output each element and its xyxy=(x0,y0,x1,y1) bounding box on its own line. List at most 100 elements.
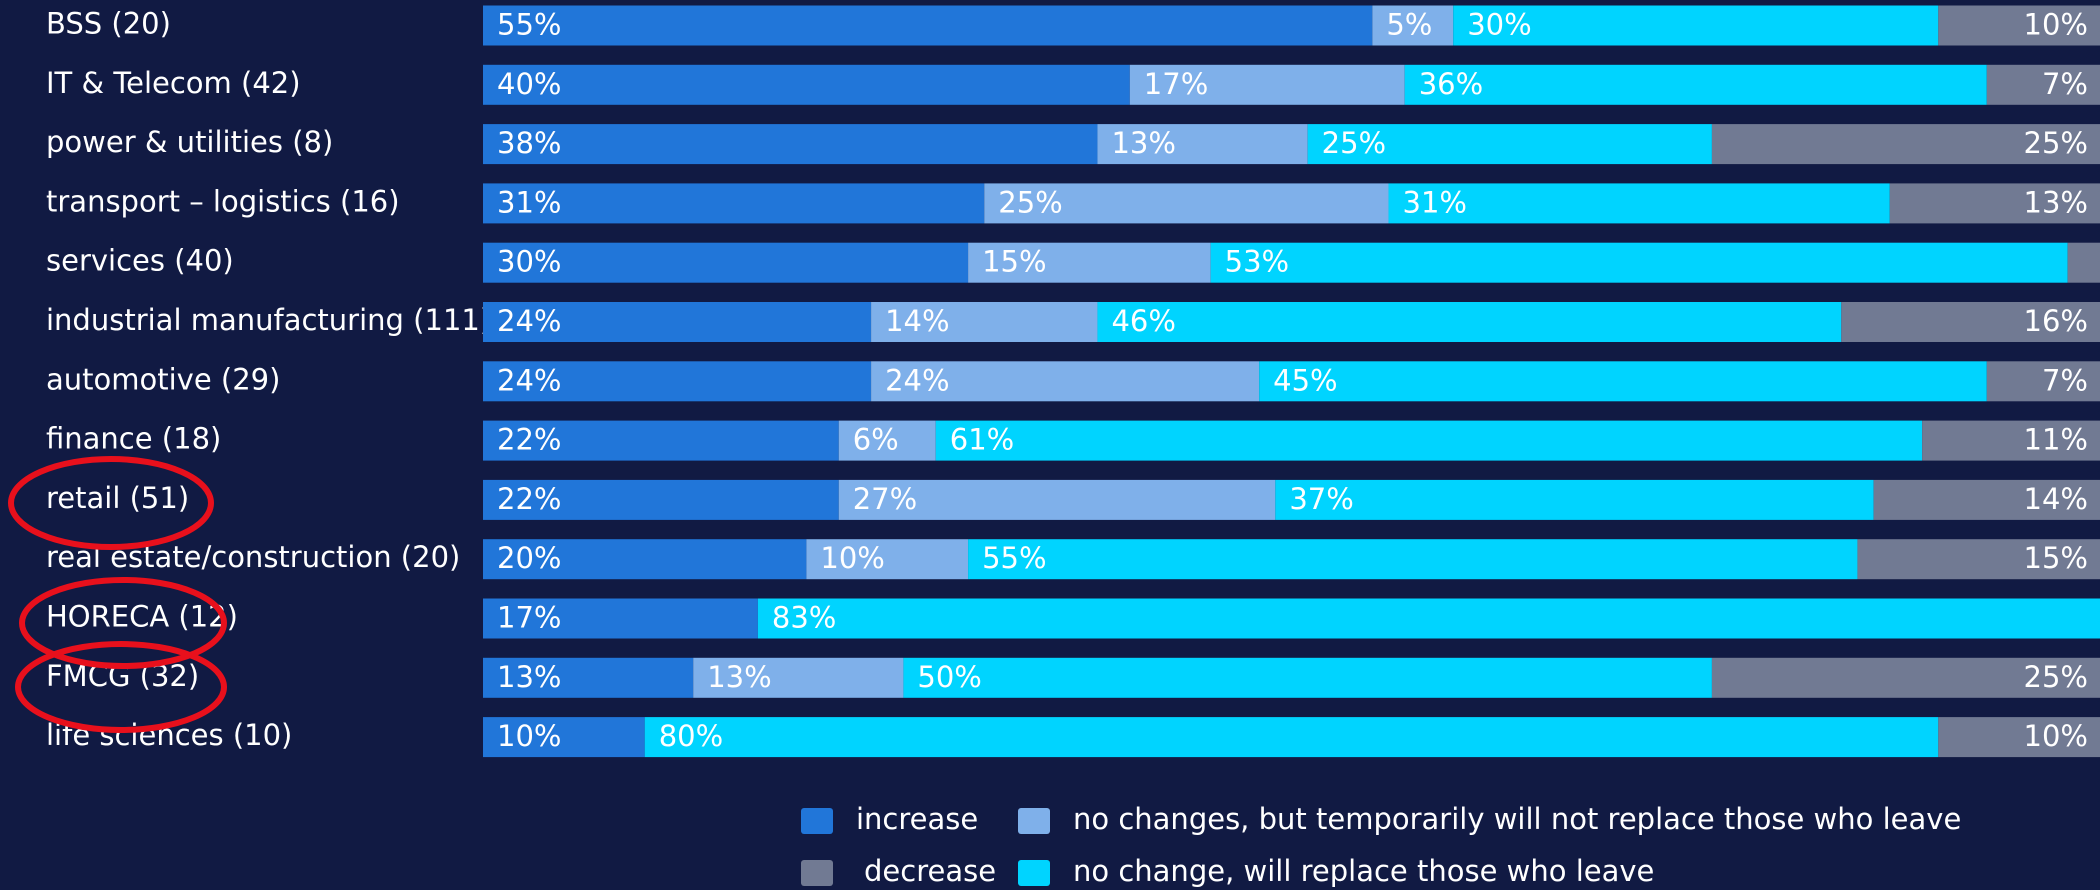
bars: BSS (20) 55% 5% 30% 10% IT & Telecom (42) 40% 1… xyxy=(46,5,2100,888)
bar-segment xyxy=(1372,5,1454,46)
category-label: retail (51) xyxy=(46,481,189,515)
bar-segment xyxy=(903,657,1712,698)
highlight-circle xyxy=(8,456,214,550)
bar-segment xyxy=(871,302,1098,342)
value-label: 22% xyxy=(497,482,561,516)
value-label: 53% xyxy=(1225,245,1289,279)
legend-swatch xyxy=(1018,860,1050,886)
value-label: 31% xyxy=(497,185,561,219)
bar-segment xyxy=(483,420,839,461)
value-label: 7% xyxy=(2042,363,2088,397)
bar-segment xyxy=(1210,242,2068,283)
bar-segment xyxy=(757,598,2100,639)
bar-segment xyxy=(644,717,1939,758)
bar-segment xyxy=(483,64,1130,105)
highlight-circle xyxy=(15,641,227,733)
bar-segment xyxy=(483,183,985,224)
bar-segment xyxy=(1275,479,1874,520)
value-label: 30% xyxy=(1467,8,1531,42)
bar-segment xyxy=(935,420,1923,461)
bar-segment xyxy=(1986,64,2100,105)
value-label: 20% xyxy=(497,541,561,575)
category-label: IT & Telecom (42) xyxy=(46,66,301,100)
legend-swatch xyxy=(1018,808,1050,834)
bar-segment xyxy=(1841,302,2100,342)
category-label: finance (18) xyxy=(46,422,221,456)
category-label: automotive (29) xyxy=(46,362,280,396)
value-label: 11% xyxy=(2024,423,2088,457)
bar-segment xyxy=(1711,657,2100,698)
value-label: 13% xyxy=(497,660,561,694)
bar-segment xyxy=(483,479,839,520)
value-label: 24% xyxy=(497,363,561,397)
legend-label: no change, will replace those who leave xyxy=(1073,854,1654,888)
bar-segment xyxy=(968,242,1211,283)
value-label: 15% xyxy=(982,245,1046,279)
bar-segment xyxy=(1388,183,1890,224)
category-label: power & utilities (8) xyxy=(46,125,333,159)
value-label: 25% xyxy=(2024,660,2088,694)
value-label: 30% xyxy=(497,245,561,279)
legend-swatch xyxy=(801,860,833,886)
category-label: industrial manufacturing (111) xyxy=(46,303,491,337)
value-label: 13% xyxy=(1111,126,1175,160)
bar-segment xyxy=(1259,361,1987,402)
value-label: 17% xyxy=(1144,67,1208,101)
bar-segment xyxy=(1097,124,1308,165)
bar-segment xyxy=(483,361,872,402)
value-label: 24% xyxy=(885,363,949,397)
value-label: 37% xyxy=(1289,482,1353,516)
value-label: 38% xyxy=(497,126,561,160)
bar-segment xyxy=(693,657,904,698)
bar-segment xyxy=(483,717,645,758)
category-label: transport – logistics (16) xyxy=(46,184,400,218)
category-label: services (40) xyxy=(46,244,234,278)
value-label: 15% xyxy=(2024,541,2088,575)
bar-segment xyxy=(1097,302,1842,342)
value-label: 25% xyxy=(998,185,1062,219)
value-label: 55% xyxy=(497,8,561,42)
value-label: 16% xyxy=(2024,304,2088,338)
value-label: 14% xyxy=(2024,482,2088,516)
value-label: 83% xyxy=(772,601,836,635)
bar-segment xyxy=(1873,479,2100,520)
bar-segment xyxy=(483,598,758,639)
value-label: 17% xyxy=(497,601,561,635)
bar-segment xyxy=(984,183,1389,224)
value-label: 27% xyxy=(853,482,917,516)
value-label: 25% xyxy=(2024,126,2088,160)
value-label: 7% xyxy=(2042,67,2088,101)
legend-label: increase xyxy=(856,802,978,836)
bar-segment xyxy=(1404,64,1987,105)
value-label: 80% xyxy=(659,719,723,753)
value-label: 36% xyxy=(1419,67,1483,101)
bar-segment xyxy=(1986,361,2100,402)
bar-segment xyxy=(483,5,1373,46)
value-label: 10% xyxy=(820,541,884,575)
bar-segment xyxy=(483,242,969,283)
bar-segment xyxy=(1453,5,1939,46)
legend-label: no changes, but temporarily will not rep… xyxy=(1073,802,1961,836)
legend-label: decrease xyxy=(864,854,996,888)
value-label: 50% xyxy=(917,660,981,694)
bar-segment xyxy=(1938,717,2100,758)
bar-segment xyxy=(1711,124,2100,165)
bar-segment xyxy=(1129,64,1405,105)
value-label: 10% xyxy=(497,719,561,753)
value-label: 24% xyxy=(497,304,561,338)
bar-segment xyxy=(2067,242,2100,283)
bar-segment xyxy=(483,302,872,342)
value-label: 13% xyxy=(707,660,771,694)
bar-segment xyxy=(968,539,1858,580)
value-label: 55% xyxy=(982,541,1046,575)
bar-segment xyxy=(483,657,694,698)
value-label: 6% xyxy=(853,423,899,457)
highlight-circle xyxy=(19,577,227,669)
value-label: 5% xyxy=(1386,8,1432,42)
value-label: 13% xyxy=(2024,185,2088,219)
bar-segment xyxy=(1938,5,2100,46)
value-label: 14% xyxy=(885,304,949,338)
bar-segment xyxy=(1857,539,2100,580)
category-label: BSS (20) xyxy=(46,7,171,41)
